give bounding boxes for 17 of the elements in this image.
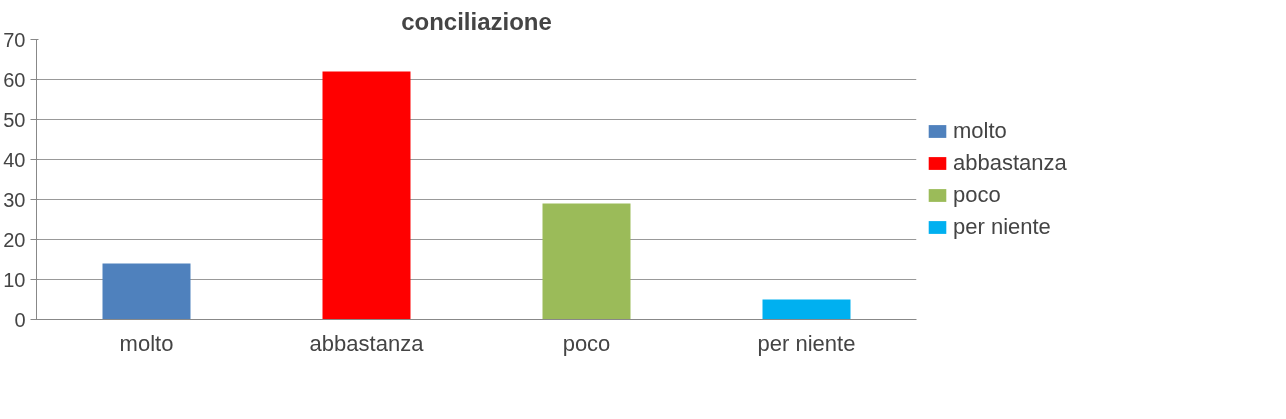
legend-label: per niente xyxy=(953,214,1051,240)
y-tick-label: 0 xyxy=(14,308,26,331)
legend-label: molto xyxy=(953,118,1007,144)
chart-title: conciliazione xyxy=(401,7,552,35)
legend-label: abbastanza xyxy=(953,150,1067,176)
y-tick-label: 20 xyxy=(3,228,26,251)
legend-label: poco xyxy=(953,182,1001,208)
y-tick-label: 30 xyxy=(3,188,26,211)
y-tick-label: 50 xyxy=(3,108,26,131)
x-tick-label: poco xyxy=(562,330,611,356)
y-tick-label: 40 xyxy=(3,148,26,171)
y-tick-label: 60 xyxy=(3,68,26,91)
y-tick-label: 70 xyxy=(3,28,26,51)
y-tick-label: 10 xyxy=(3,268,26,291)
x-tick-label: per niente xyxy=(757,330,856,356)
x-tick-label: molto xyxy=(119,330,174,356)
x-tick-label: abbastanza xyxy=(309,330,425,356)
